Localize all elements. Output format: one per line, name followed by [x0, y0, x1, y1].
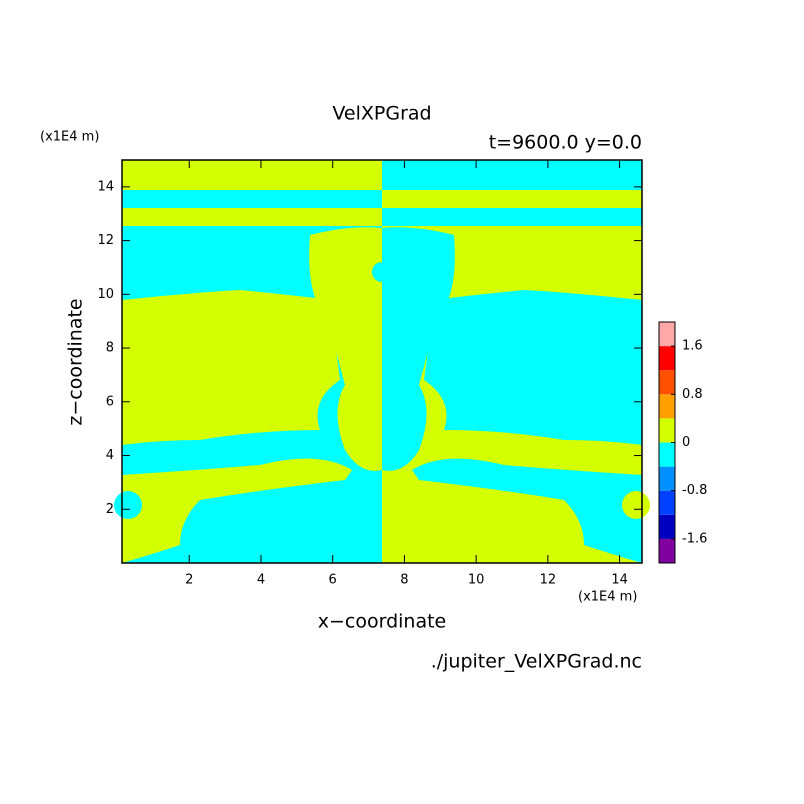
y-tick-label: 8 [106, 341, 114, 356]
contour-region [122, 208, 382, 226]
contour-region [122, 160, 382, 190]
y-tick-label: 10 [97, 287, 114, 302]
contour-field [114, 160, 650, 563]
x-tick-label: 8 [400, 573, 408, 588]
contour-region [382, 208, 642, 226]
colorbar-segment [659, 346, 675, 371]
x-tick-label: 14 [611, 573, 628, 588]
contour-region [309, 227, 382, 471]
colorbar-segment [659, 514, 675, 539]
x-unit: (x1E4 m) [578, 590, 637, 605]
contour-region [114, 491, 142, 519]
colorbar-segment [659, 538, 675, 563]
x-tick-label: 4 [257, 573, 265, 588]
colorbar-segment [659, 490, 675, 515]
contour-region [424, 290, 642, 445]
colorbar-tick-label: 0.8 [682, 387, 703, 402]
source-file: ./jupiter_VelXPGrad.nc [431, 651, 642, 673]
y-tick-label: 6 [106, 394, 114, 409]
colorbar-tick-label: -0.8 [682, 483, 707, 498]
colorbar-tick-label: -1.6 [682, 531, 707, 546]
y-tick-label: 4 [106, 448, 114, 463]
colorbar-segment [659, 466, 675, 491]
y-tick-label: 12 [97, 233, 114, 248]
colorbar-segment [659, 370, 675, 395]
x-tick-label: 10 [468, 573, 485, 588]
contour-region [382, 160, 642, 190]
colorbar-tick-label: 0 [682, 435, 690, 450]
contour-region [622, 491, 650, 519]
colorbar-tick-label: 1.6 [682, 339, 703, 354]
colorbar-segment [659, 442, 675, 467]
x-tick-label: 6 [329, 573, 337, 588]
x-tick-label: 2 [185, 573, 193, 588]
x-axis-label: x−coordinate [318, 611, 447, 633]
y-axis-label: z−coordinate [65, 298, 87, 425]
y-unit: (x1E4 m) [40, 130, 99, 145]
plot-frame [121, 159, 643, 564]
colorbar-segment [659, 418, 675, 443]
colorbar-segment [659, 394, 675, 419]
contour-region [382, 227, 455, 471]
y-tick-label: 2 [106, 502, 114, 517]
contour-region [372, 262, 392, 282]
contour-region [122, 290, 340, 445]
chart-subtitle: t=9600.0 y=0.0 [489, 132, 642, 154]
contour-region [412, 458, 642, 563]
colorbar-segment [659, 322, 675, 347]
contour-region [122, 458, 352, 563]
x-tick-label: 12 [540, 573, 557, 588]
chart-title: VelXPGrad [332, 103, 431, 125]
y-tick-label: 14 [97, 179, 114, 194]
